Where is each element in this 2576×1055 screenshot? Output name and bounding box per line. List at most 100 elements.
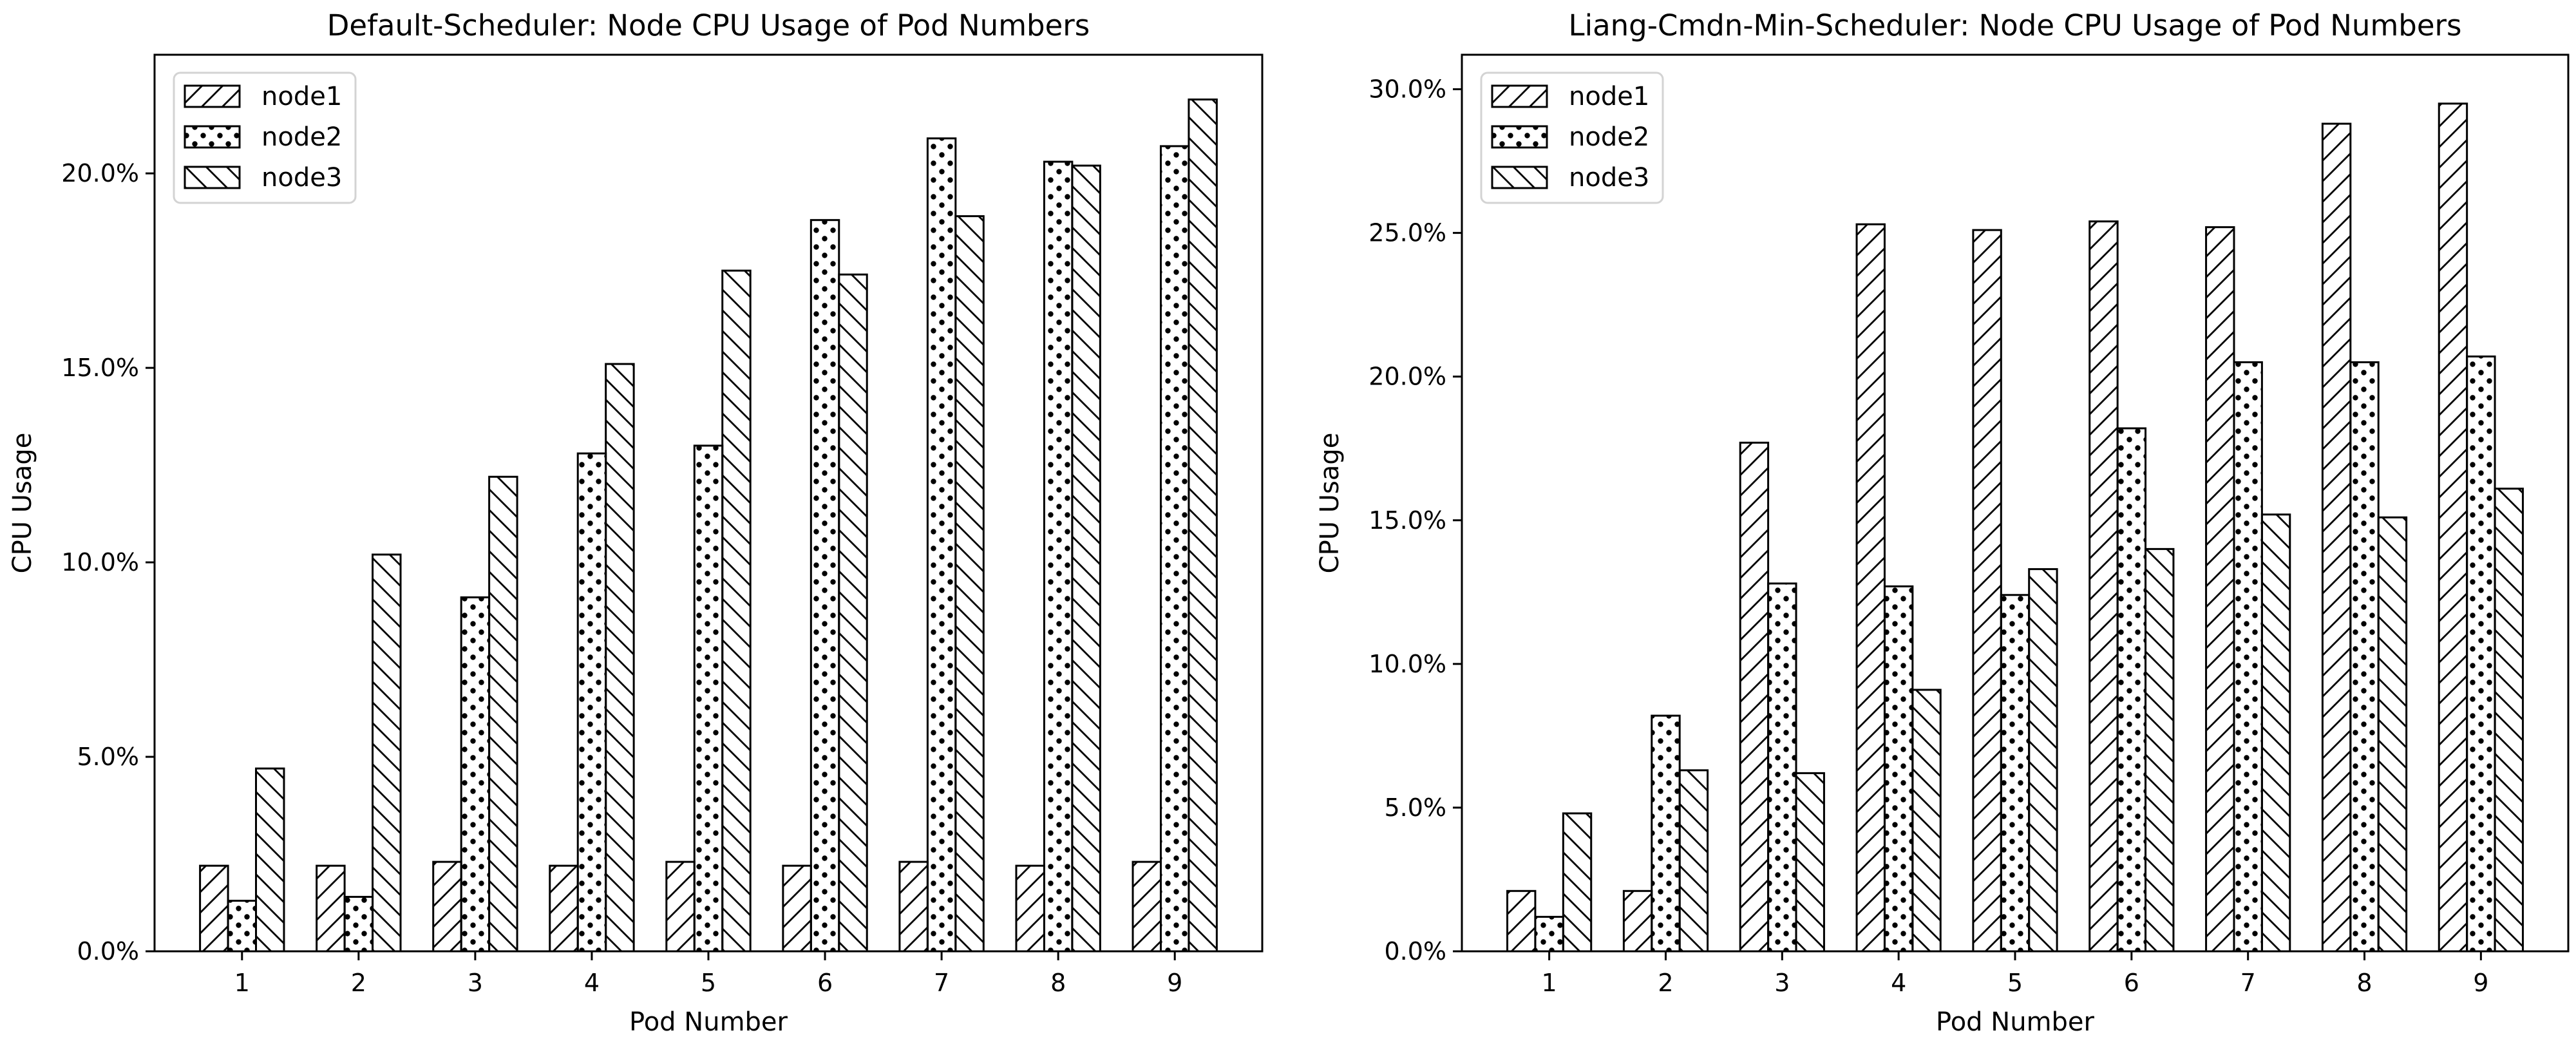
axes-frame (1461, 53, 2570, 953)
y-tick-label: 15.0% (61, 354, 139, 382)
x-tick-label: 5 (701, 969, 716, 997)
bar-node2-pod8 (1043, 160, 1074, 953)
bar-node1-pod8 (1015, 864, 1045, 953)
x-tick-label: 8 (2356, 969, 2372, 997)
y-tick-label: 30.0% (1368, 75, 1446, 104)
bar-node3-pod5 (721, 269, 752, 953)
x-tick-label: 7 (2240, 969, 2256, 997)
bar-node1-pod1 (199, 864, 229, 953)
bar-node1-pod6 (782, 864, 812, 953)
bar-node3-pod4 (1911, 689, 1942, 953)
bar-node2-pod2 (343, 895, 374, 953)
liang-cmdn-min-scheduler-bar-chart: 0.0% 5.0% 10.0% 15.0% 20.0% 25.0% 30.0% 1 2 3 4 5 6 7… (1315, 8, 2570, 1037)
x-tick-label: 9 (1167, 969, 1182, 997)
x-tick-label: 3 (1774, 969, 1790, 997)
bar-node1-pod9 (2438, 102, 2468, 953)
default-scheduler-bar-chart: 0.0% 5.0% 10.0% 15.0% 20.0% 1 2 3 4 5 6 7 8 9 Default… (8, 8, 1264, 1037)
legend-label-node2: node2 (1569, 122, 1649, 152)
x-tick-label: 6 (817, 969, 833, 997)
bar-node1-pod5 (1972, 229, 2002, 953)
y-axis-label: CPU Usage (1315, 433, 1345, 574)
bar-node1-pod8 (2321, 122, 2352, 953)
bar-node2-pod8 (2349, 361, 2380, 953)
bar-node1-pod1 (1506, 889, 1537, 953)
x-tick-label: 1 (1542, 969, 1557, 997)
bar-node1-pod2 (316, 864, 346, 953)
bar-node1-pod2 (1622, 889, 1653, 953)
bar-node2-pod4 (576, 452, 607, 953)
bar-node1-pod4 (1855, 223, 1886, 953)
x-tick-label: 4 (584, 969, 600, 997)
plot-area: 0.0% 5.0% 10.0% 15.0% 20.0% 25.0% 30.0% 1 2 3 4 5 6 7… (1368, 53, 2570, 997)
bar-node3-pod2 (372, 553, 402, 953)
legend-swatch-node3-icon (1491, 166, 1548, 189)
bar-node3-pod1 (1562, 812, 1593, 953)
legend-label-node3: node3 (1569, 163, 1649, 193)
x-axis-label: Pod Number (1936, 1007, 2095, 1037)
legend-label-node1: node1 (261, 82, 342, 111)
legend-label-node1: node1 (1569, 82, 1649, 111)
chart-default-scheduler: 0.0% 5.0% 10.0% 15.0% 20.0% 1 2 3 4 5 6 7 8 9 Default… (8, 8, 1264, 1037)
x-tick-label: 2 (351, 969, 366, 997)
bar-node2-pod1 (1534, 915, 1564, 953)
bar-node3-pod8 (1071, 164, 1101, 953)
chart-liang-cmdn-min-scheduler: 0.0% 5.0% 10.0% 15.0% 20.0% 25.0% 30.0% 1 2 3 4 5 6 7… (1288, 0, 2576, 1055)
bar-node3-pod4 (605, 363, 635, 953)
bar-node3-pod6 (2145, 547, 2175, 953)
bar-node3-pod3 (1795, 772, 1825, 953)
bar-node3-pod8 (2377, 516, 2408, 953)
chart-title: Default-Scheduler: Node CPU Usage of Pod… (327, 8, 1090, 43)
bar-node2-pod1 (227, 899, 258, 953)
legend-label-node2: node2 (261, 122, 342, 152)
x-tick-label: 8 (1050, 969, 1066, 997)
bar-node3-pod3 (488, 475, 518, 953)
y-tick-label: 15.0% (1368, 506, 1446, 535)
plot-area: 0.0% 5.0% 10.0% 15.0% 20.0% 1 2 3 4 5 6 7 8 9 (61, 53, 1264, 997)
x-tick-label: 1 (234, 969, 250, 997)
x-tick-label: 7 (934, 969, 949, 997)
y-tick-label: 25.0% (1368, 219, 1446, 247)
bar-node1-pod4 (549, 864, 579, 953)
y-tick-label: 20.0% (1368, 363, 1446, 391)
bar-node3-pod6 (838, 273, 868, 953)
bar-node3-pod5 (2028, 568, 2058, 953)
axes-frame (153, 53, 1264, 953)
legend-swatch-node1-icon (1491, 84, 1548, 108)
x-tick-label: 6 (2124, 969, 2139, 997)
bar-node2-pod5 (693, 444, 724, 953)
bar-node2-pod3 (460, 596, 491, 953)
bar-node3-pod7 (2260, 513, 2291, 953)
bar-node2-pod2 (1651, 714, 1681, 953)
x-tick-label: 3 (468, 969, 483, 997)
y-tick-label: 10.0% (1368, 650, 1446, 678)
bar-node2-pod9 (2466, 355, 2496, 953)
x-tick-label: 9 (2473, 969, 2488, 997)
y-tick-label: 0.0% (77, 937, 139, 965)
bar-node1-pod6 (2088, 220, 2119, 953)
y-tick-label: 20.0% (61, 159, 139, 187)
bar-node3-pod9 (1188, 98, 1218, 953)
bar-node2-pod9 (1159, 145, 1190, 953)
bar-node2-pod7 (2233, 361, 2263, 953)
legend-swatch-node2-icon (1491, 125, 1548, 149)
bar-node2-pod4 (1883, 585, 1914, 953)
bar-node1-pod5 (665, 860, 696, 953)
y-tick-label: 5.0% (77, 743, 139, 771)
bar-node2-pod6 (2116, 427, 2147, 953)
x-tick-label: 5 (2007, 969, 2023, 997)
x-axis-label: Pod Number (629, 1007, 788, 1037)
bar-node2-pod7 (926, 137, 957, 953)
bar-node3-pod2 (1678, 769, 1709, 953)
y-tick-label: 5.0% (1384, 794, 1446, 822)
chart-title: Liang-Cmdn-Min-Scheduler: Node CPU Usage… (1569, 8, 2462, 43)
bar-node1-pod7 (898, 860, 929, 953)
bar-node1-pod3 (1739, 441, 1770, 953)
y-tick-label: 10.0% (61, 548, 139, 576)
x-tick-label: 4 (1891, 969, 1906, 997)
bar-node1-pod7 (2205, 226, 2235, 953)
y-tick-label: 0.0% (1384, 937, 1446, 965)
legend-label-node3: node3 (261, 163, 342, 193)
legend-swatch-node3-icon (184, 166, 241, 189)
bar-node3-pod7 (954, 215, 985, 953)
